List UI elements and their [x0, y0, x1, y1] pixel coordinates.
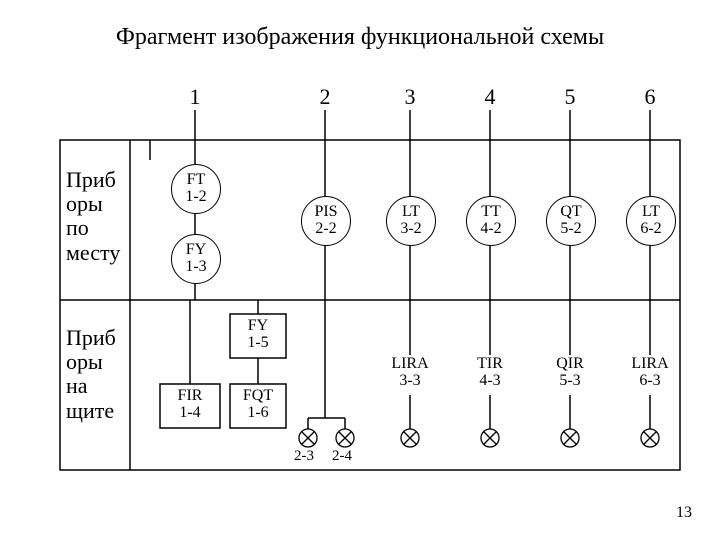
ann-l2: 3-3: [382, 373, 438, 390]
bubble-qt-5-2: QT 5-2: [546, 196, 596, 246]
diagram-lines: [0, 0, 720, 540]
bubble-lt-3-2: LT 3-2: [386, 196, 436, 246]
bubble-l1: PIS: [302, 204, 350, 221]
panel-lira-3-3: LIRA 3-3: [382, 356, 438, 390]
bubble-l1: LT: [627, 204, 675, 221]
col-label-5: 5: [555, 84, 585, 110]
box-l1: FY: [232, 318, 284, 335]
bubble-l2: 6-2: [627, 221, 675, 238]
ann-l1: LIRA: [382, 356, 438, 373]
col-label-4: 4: [475, 84, 505, 110]
bubble-l2: 5-2: [547, 221, 595, 238]
page-number: 13: [676, 504, 692, 522]
bubble-l1: FT: [172, 172, 220, 189]
ann-l1: QIR: [544, 356, 596, 373]
box-l2: 1-6: [232, 405, 284, 422]
bubble-l2: 1-2: [172, 189, 220, 206]
bubble-l2: 1-3: [172, 259, 220, 276]
bubble-l2: 4-2: [467, 221, 515, 238]
box-fqt-1-6: FQT 1-6: [232, 388, 284, 422]
ann-l1: LIRA: [622, 356, 678, 373]
col-label-1: 1: [180, 84, 210, 110]
col-label-3: 3: [395, 84, 425, 110]
box-fir-1-4: FIR 1-4: [162, 388, 218, 422]
panel-qir-5-3: QIR 5-3: [544, 356, 596, 390]
box-l1: FQT: [232, 388, 284, 405]
bubble-fy-1-3: FY 1-3: [171, 234, 221, 284]
col-label-6: 6: [635, 84, 665, 110]
ann-l1: TIR: [464, 356, 516, 373]
page-title: Фрагмент изображения функциональной схем…: [0, 24, 720, 51]
bubble-pis-2-2: PIS 2-2: [301, 196, 351, 246]
bubble-l1: LT: [387, 204, 435, 221]
bubble-l1: QT: [547, 204, 595, 221]
ann-l2: 4-3: [464, 373, 516, 390]
bubble-l1: TT: [467, 204, 515, 221]
bubble-l2: 2-2: [302, 221, 350, 238]
box-l2: 1-5: [232, 335, 284, 352]
note-2-3: 2-3: [294, 448, 314, 465]
panel-lira-6-3: LIRA 6-3: [622, 356, 678, 390]
panel-tir-4-3: TIR 4-3: [464, 356, 516, 390]
bubble-lt-6-2: LT 6-2: [626, 196, 676, 246]
bubble-l2: 3-2: [387, 221, 435, 238]
bubble-tt-4-2: TT 4-2: [466, 196, 516, 246]
col-label-2: 2: [310, 84, 340, 110]
box-fy-1-5: FY 1-5: [232, 318, 284, 352]
bubble-l1: FY: [172, 242, 220, 259]
box-l2: 1-4: [162, 405, 218, 422]
box-l1: FIR: [162, 388, 218, 405]
note-2-4: 2-4: [332, 448, 352, 465]
bubble-ft-1-2: FT 1-2: [171, 164, 221, 214]
ann-l2: 5-3: [544, 373, 596, 390]
ann-l2: 6-3: [622, 373, 678, 390]
row-label-local: Приб оры по месту: [66, 168, 120, 265]
row-label-panel: Приб оры на щите: [66, 326, 116, 423]
